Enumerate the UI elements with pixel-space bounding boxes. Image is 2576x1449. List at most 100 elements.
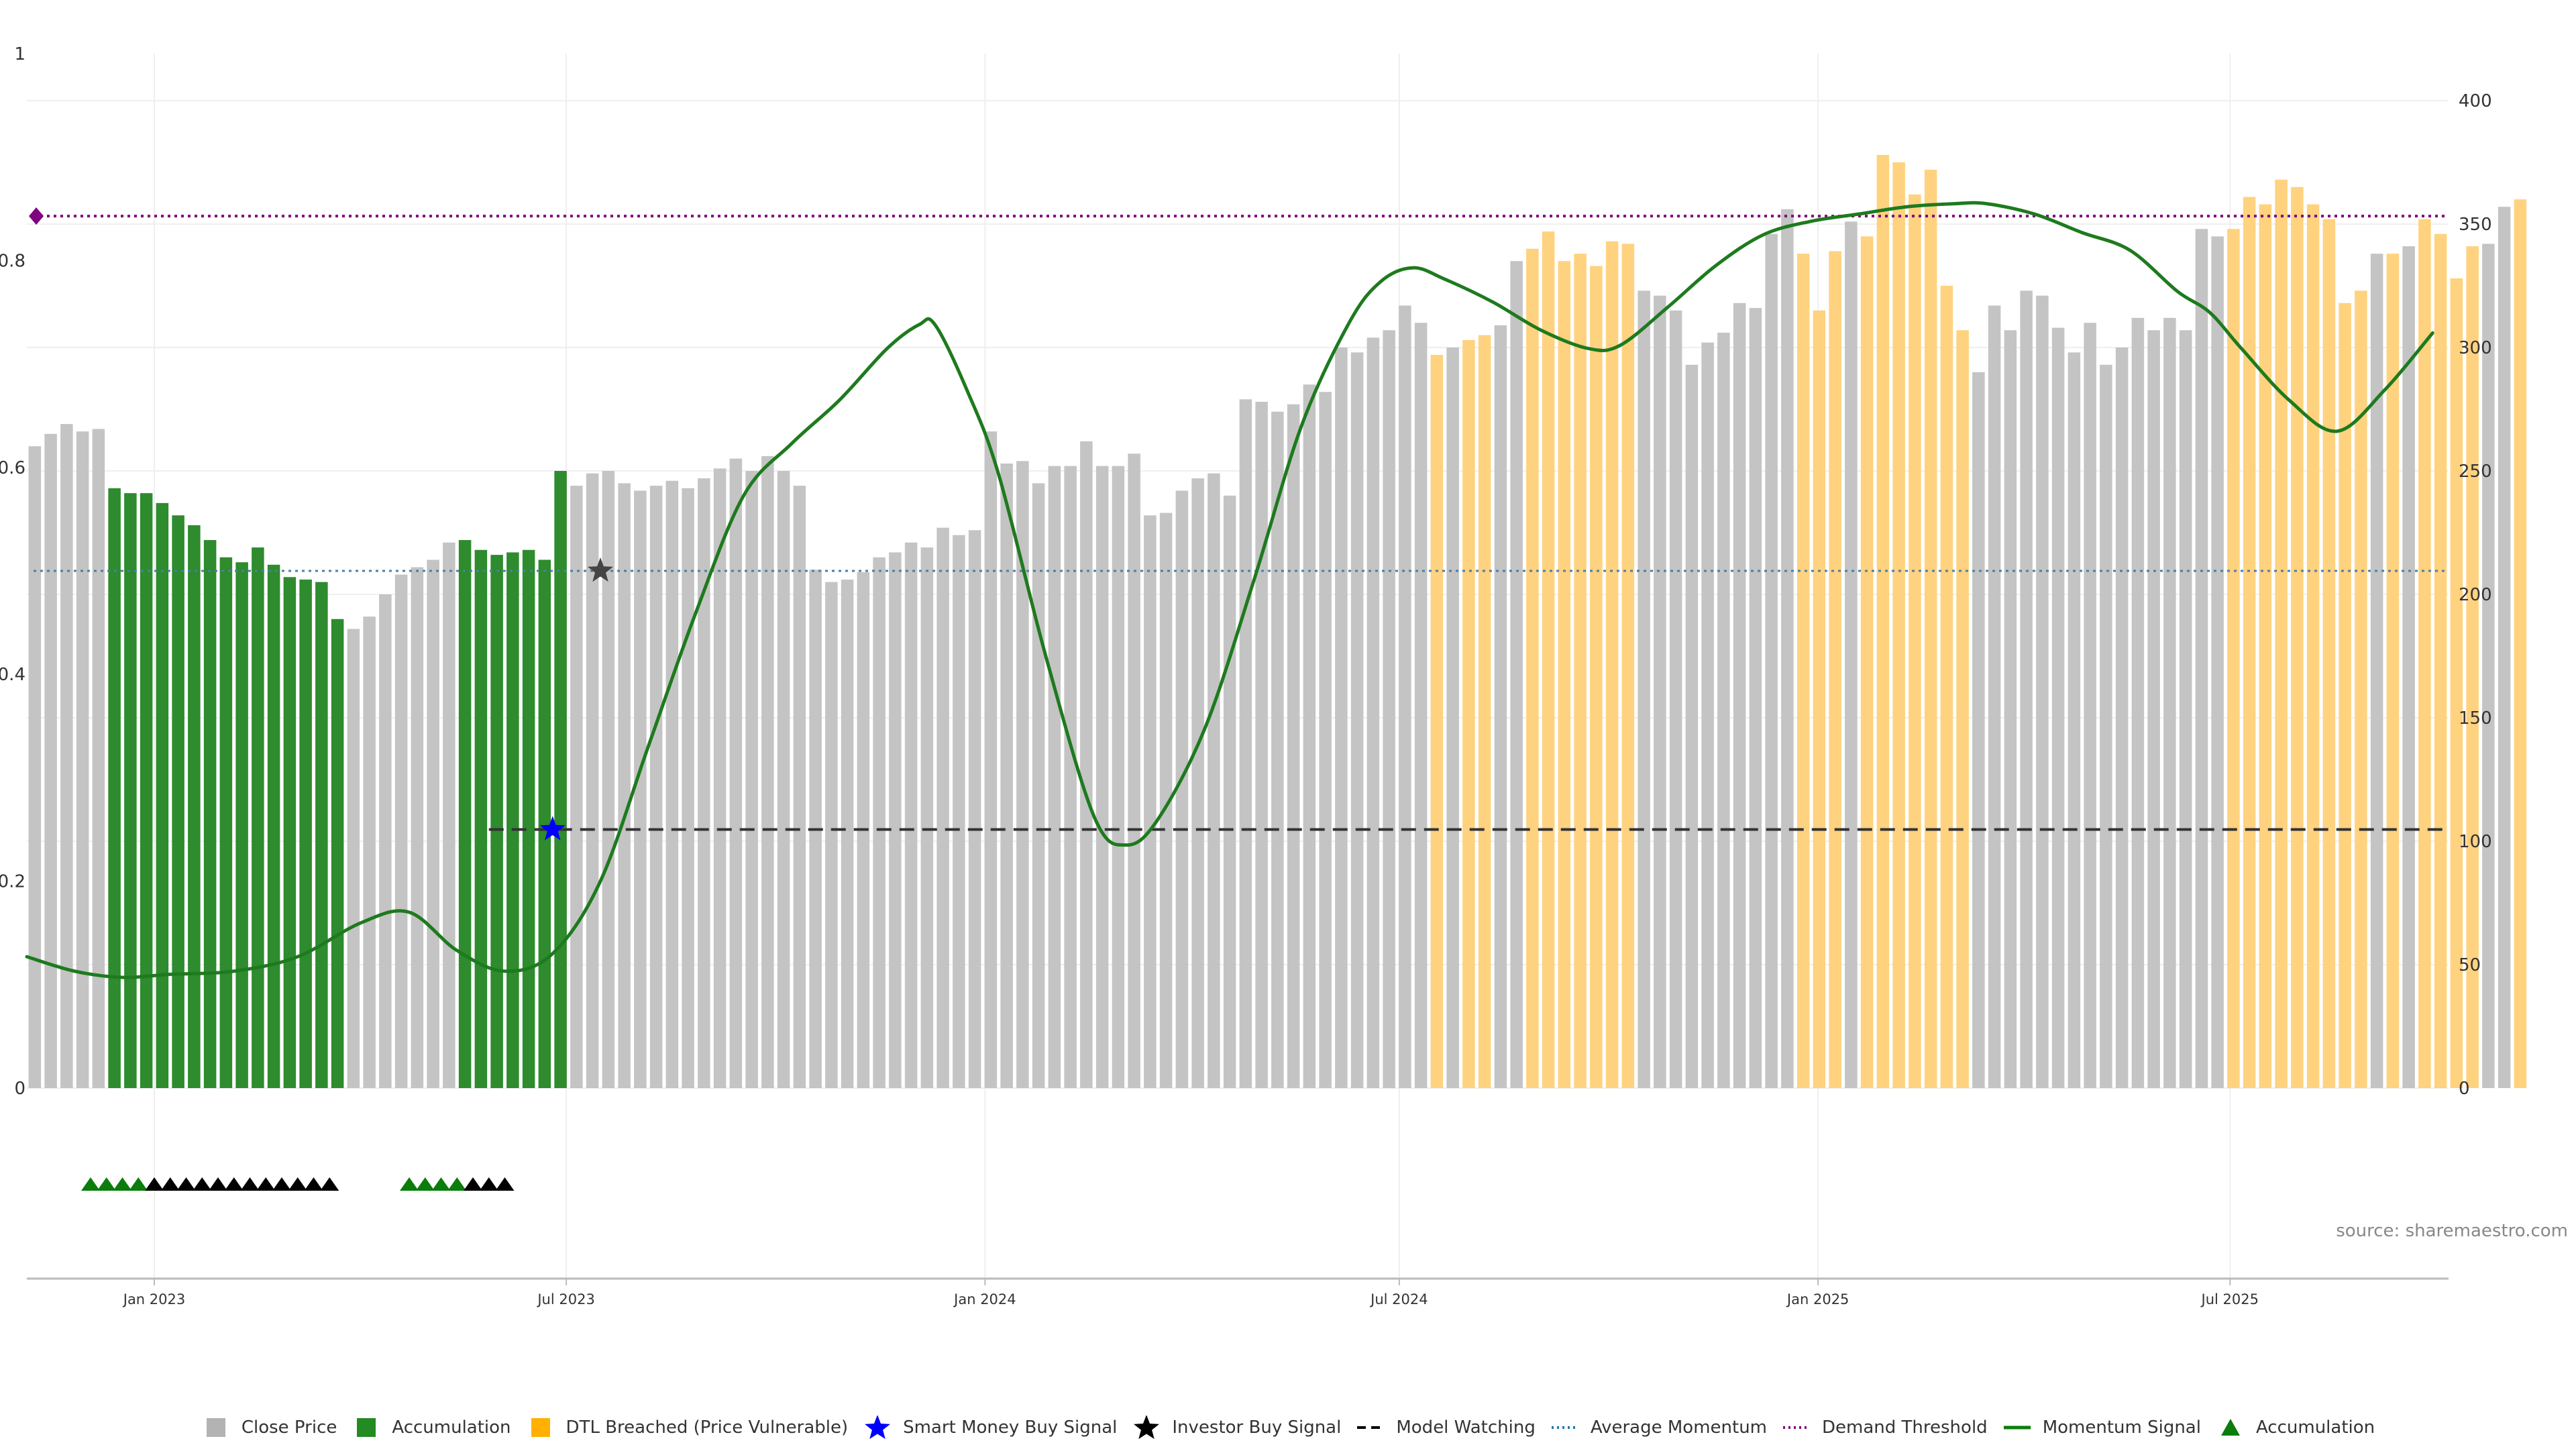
dashed-line-icon — [1356, 1415, 1385, 1440]
close-price-bar — [1765, 233, 1778, 1089]
close-price-bar — [1654, 295, 1666, 1089]
dtl-breached-bar — [1430, 355, 1444, 1088]
close-price-bar — [1239, 399, 1252, 1088]
close-price-bar — [1064, 466, 1077, 1088]
dtl-breached-bar — [2259, 204, 2272, 1088]
dtl-breached-bar — [2339, 303, 2351, 1088]
close-price-bar — [904, 542, 918, 1088]
close-price-bar — [698, 478, 710, 1088]
accumulation-bar — [140, 493, 153, 1088]
accumulation-bar — [188, 525, 201, 1088]
close-price-bar — [1223, 495, 1236, 1088]
close-price-bar — [2211, 236, 2224, 1088]
accumulation-bar — [156, 502, 169, 1088]
close-price-bar — [1717, 332, 1730, 1088]
accumulation-bar — [522, 549, 535, 1088]
solid-line-icon — [2002, 1415, 2032, 1440]
close-price-bar — [825, 582, 838, 1088]
close-price-bar — [618, 483, 631, 1088]
close-price-bar — [682, 488, 694, 1088]
accumulation-triangle-black — [272, 1177, 291, 1191]
accumulation-triangle-green — [400, 1177, 419, 1191]
dtl-breached-bar — [2386, 254, 2400, 1088]
close-price-bar — [443, 542, 455, 1088]
accumulation-triangle-black — [304, 1177, 323, 1191]
close-price-bar — [953, 535, 965, 1088]
dtl-breached-bar — [2291, 186, 2304, 1088]
close-price-bar — [1032, 483, 1045, 1088]
right-axis-tick-label: 400 — [2459, 91, 2492, 111]
accumulation-bar — [108, 488, 121, 1088]
close-price-bar — [2084, 323, 2096, 1089]
right-axis-tick-label: 350 — [2459, 215, 2492, 235]
dtl-breached-bar — [2514, 199, 2527, 1089]
close-price-bar — [1733, 303, 1746, 1088]
accumulation-triangle-black — [224, 1177, 244, 1191]
close-price-bar — [602, 471, 615, 1088]
close-price-bar — [411, 567, 424, 1088]
close-price-bar — [2068, 352, 2081, 1088]
accumulation-bar — [235, 562, 248, 1088]
accumulation-triangle-black — [209, 1177, 227, 1191]
close-price-bar — [2115, 347, 2129, 1088]
accumulation-bar — [506, 552, 519, 1088]
close-price-bar — [1701, 342, 1714, 1088]
accumulation-bar — [474, 549, 488, 1088]
right-axis-tick-label: 100 — [2459, 832, 2492, 852]
legend-item: Accumulation — [2216, 1415, 2375, 1440]
close-price-bar — [1494, 325, 1507, 1088]
close-price-bar — [1271, 411, 1284, 1088]
accumulation-triangle-black — [495, 1177, 515, 1191]
dtl-breached-bar — [2418, 219, 2431, 1088]
dtl-breached-bar — [2227, 229, 2240, 1088]
close-price-bar — [1638, 290, 1650, 1088]
right-axis-tick-label: 150 — [2459, 708, 2492, 729]
dtl-breached-bar — [1542, 231, 1555, 1088]
close-price-bar — [841, 579, 854, 1088]
close-price-bar — [1112, 466, 1125, 1088]
accumulation-bar — [554, 471, 567, 1088]
legend-label: DTL Breached (Price Vulnerable) — [566, 1417, 849, 1438]
close-price-bar — [1159, 513, 1173, 1088]
accumulation-bar — [252, 547, 264, 1088]
dotted-line-icon — [1782, 1415, 1811, 1440]
close-price-bar — [777, 471, 790, 1088]
legend-label: Accumulation — [392, 1417, 511, 1438]
legend-item: Demand Threshold — [1782, 1415, 1988, 1440]
close-price-bar — [28, 446, 42, 1088]
close-price-bar — [2051, 327, 2065, 1088]
close-price-bar — [60, 424, 73, 1088]
accumulation-triangle-green — [129, 1177, 148, 1191]
legend: Close Price Accumulation DTL Breached (Pri… — [0, 1415, 2576, 1440]
close-price-bar — [2100, 364, 2112, 1088]
close-price-bar — [1749, 308, 1762, 1088]
close-price-bar — [793, 486, 806, 1088]
close-price-bar — [889, 552, 902, 1088]
x-axis-tick-label: Jan 2025 — [1786, 1291, 1849, 1307]
close-price-bar — [2163, 317, 2176, 1089]
accumulation-bar — [172, 515, 184, 1088]
legend-label: Model Watching — [1396, 1417, 1536, 1438]
dtl-breached-bar — [2434, 233, 2447, 1089]
close-price-bar — [92, 429, 105, 1088]
legend-label: Demand Threshold — [1822, 1417, 1988, 1438]
close-price-bar — [1845, 221, 1858, 1088]
accumulation-triangle-green — [447, 1177, 467, 1191]
accumulation-triangle-black — [464, 1177, 482, 1191]
square-icon — [352, 1415, 381, 1440]
close-price-bar — [1287, 404, 1300, 1088]
close-price-bar — [984, 431, 998, 1088]
accumulation-triangles — [81, 1177, 515, 1191]
dtl-breached-bar — [1478, 335, 1491, 1089]
investor-buy-marker — [587, 557, 614, 582]
close-price-bar — [2195, 229, 2208, 1088]
dtl-breached-bar — [1892, 162, 1905, 1088]
square-icon — [201, 1415, 231, 1440]
close-price-bar — [873, 557, 885, 1088]
dtl-breached-bar — [2275, 179, 2288, 1088]
close-price-bar — [2498, 207, 2511, 1088]
close-price-bar — [76, 431, 89, 1088]
signal-markers — [29, 207, 614, 841]
left-axis-tick-label: 0.8 — [0, 251, 25, 271]
legend-label: Momentum Signal — [2042, 1417, 2201, 1438]
